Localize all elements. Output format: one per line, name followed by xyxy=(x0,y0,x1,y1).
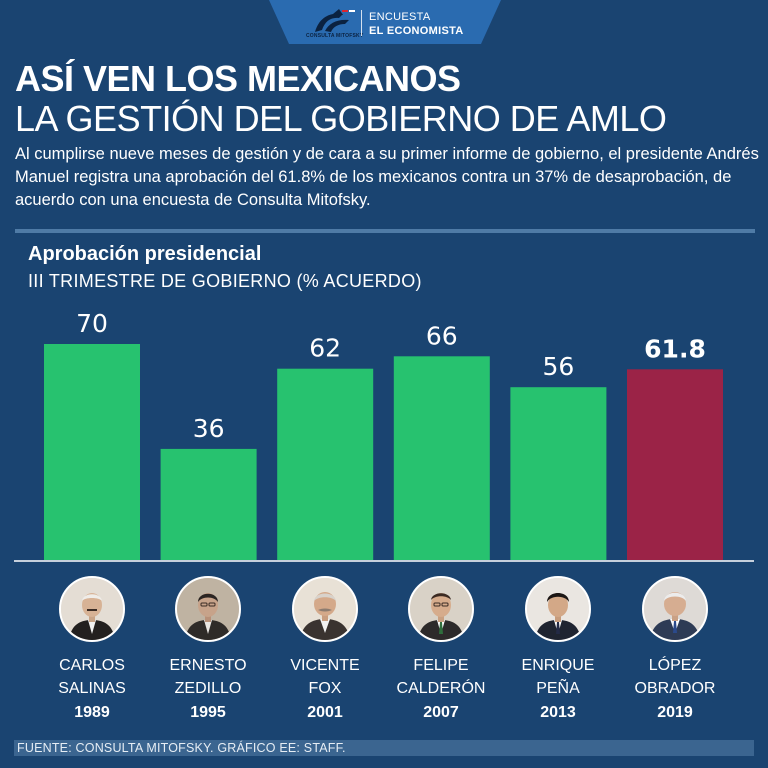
president-last-name: PEÑA xyxy=(536,680,580,697)
president-first-name: VICENTE xyxy=(290,657,360,674)
president-year: 2013 xyxy=(540,704,576,721)
header-divider xyxy=(361,10,362,36)
bar-3 xyxy=(277,368,374,560)
chart-title: Aprobación presidencial xyxy=(28,243,262,265)
portrait-icon xyxy=(175,576,241,642)
bar-value-label: 61.8 xyxy=(644,334,706,363)
president-last-name: SALINAS xyxy=(58,680,126,697)
logo-text: CONSULTA MITOFSKY xyxy=(306,33,364,39)
bar-5 xyxy=(510,387,607,560)
president-pena: ENRIQUE PEÑA 2013 xyxy=(503,576,613,725)
source-credit: FUENTE: CONSULTA MITOFSKY. GRÁFICO EE: S… xyxy=(17,741,346,755)
president-last-name: ZEDILLO xyxy=(174,680,242,697)
bar-value-label: 70 xyxy=(76,309,108,338)
president-year: 2019 xyxy=(657,704,693,721)
bar-value-label: 62 xyxy=(309,334,341,363)
portrait-icon xyxy=(292,576,358,642)
mitofsky-logo-icon xyxy=(315,9,355,32)
president-year: 2001 xyxy=(307,704,343,721)
bar-value-label: 36 xyxy=(193,414,225,443)
president-first-name: ERNESTO xyxy=(169,657,247,674)
section-divider xyxy=(15,229,755,233)
portrait-icon xyxy=(59,576,125,642)
header-tab-shape xyxy=(269,0,501,44)
president-first-name: FELIPE xyxy=(413,657,469,674)
president-year: 1995 xyxy=(190,704,226,721)
president-lopez-obrador: LÓPEZ OBRADOR 2019 xyxy=(620,576,730,725)
president-first-name: ENRIQUE xyxy=(521,657,595,674)
header-badge: CONSULTA MITOFSKY ENCUESTA EL ECONOMISTA xyxy=(269,0,501,44)
portrait-icon xyxy=(642,576,708,642)
bar-2 xyxy=(160,448,257,560)
president-last-name: CALDERÓN xyxy=(396,680,486,697)
president-calderon: FELIPE CALDERÓN 2007 xyxy=(386,576,496,725)
survey-label: ENCUESTA xyxy=(369,11,431,23)
chart-subtitle: III TRIMESTRE DE GOBIERNO (% ACUERDO) xyxy=(28,271,422,291)
footer-bar xyxy=(14,740,754,756)
bar-6 xyxy=(627,369,723,560)
publisher-label: EL ECONOMISTA xyxy=(369,25,464,37)
bar-4 xyxy=(393,356,490,560)
president-fox: VICENTE FOX 2001 xyxy=(270,576,380,725)
intro-paragraph: Al cumplirse nueve meses de gestión y de… xyxy=(15,145,759,209)
bar-value-label: 56 xyxy=(542,352,574,381)
portrait-icon xyxy=(408,576,474,642)
president-last-name: OBRADOR xyxy=(634,680,716,697)
president-first-name: LÓPEZ xyxy=(648,657,702,674)
bar-1 xyxy=(44,344,140,560)
headline-line-2: LA GESTIÓN DEL GOBIERNO DE AMLO xyxy=(15,98,667,139)
president-zedillo: ERNESTO ZEDILLO 1995 xyxy=(153,576,263,725)
president-year: 1989 xyxy=(74,704,110,721)
portrait-icon xyxy=(525,576,591,642)
bar-value-label: 66 xyxy=(426,321,458,350)
president-first-name: CARLOS xyxy=(59,657,125,674)
president-last-name: FOX xyxy=(308,680,342,697)
president-salinas: CARLOS SALINAS 1989 xyxy=(37,576,147,725)
president-year: 2007 xyxy=(423,704,459,721)
headline-line-1: ASÍ VEN LOS MEXICANOS xyxy=(15,58,461,99)
